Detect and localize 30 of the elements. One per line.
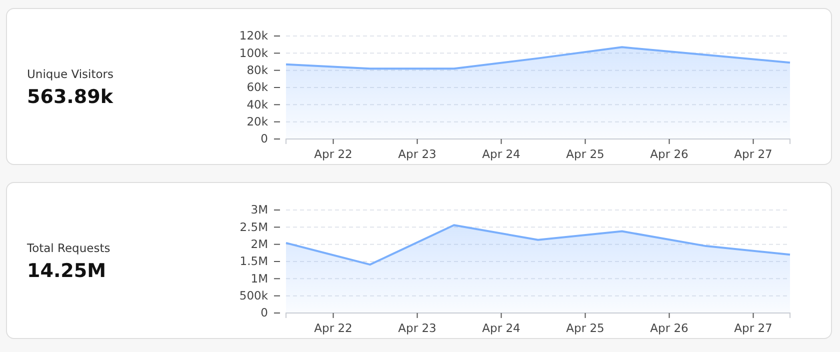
y-tick-label: 1.5M	[240, 254, 268, 268]
y-tick-label: 20k	[246, 114, 268, 129]
x-tick-label: Apr 23	[398, 147, 436, 162]
x-tick-label: Apr 27	[734, 147, 772, 162]
y-tick-label: 2.5M	[240, 220, 268, 234]
x-tick-label: Apr 27	[734, 321, 772, 336]
text: Total Requests	[27, 241, 110, 255]
text: 14.25M	[27, 260, 106, 282]
x-tick-label: Apr 26	[650, 321, 688, 336]
x-tick-label: Apr 25	[566, 321, 604, 336]
y-tick-label: 500k	[239, 288, 268, 303]
x-tick-label: Apr 23	[398, 321, 436, 336]
y-tick-label: 2M	[250, 237, 268, 252]
text: 563.89k	[27, 86, 113, 108]
y-tick-label: 60k	[246, 80, 268, 94]
y-tick-label: 0	[260, 306, 268, 320]
x-tick-label: Apr 25	[566, 147, 604, 162]
y-tick-label: 80k	[246, 63, 268, 78]
x-tick-label: Apr 22	[314, 147, 352, 162]
y-tick-label: 0	[260, 132, 268, 146]
x-tick-label: Apr 22	[314, 321, 352, 336]
x-tick-label: Apr 24	[482, 321, 520, 336]
y-tick-label: 120k	[239, 28, 268, 43]
y-tick-label: 1M	[250, 271, 268, 286]
y-tick-label: 40k	[246, 97, 268, 112]
x-tick-label: Apr 24	[482, 147, 520, 162]
y-tick-label: 3M	[250, 202, 268, 217]
y-tick-label: 100k	[239, 46, 268, 60]
x-tick-label: Apr 26	[650, 147, 688, 162]
text: Unique Visitors	[27, 67, 114, 81]
